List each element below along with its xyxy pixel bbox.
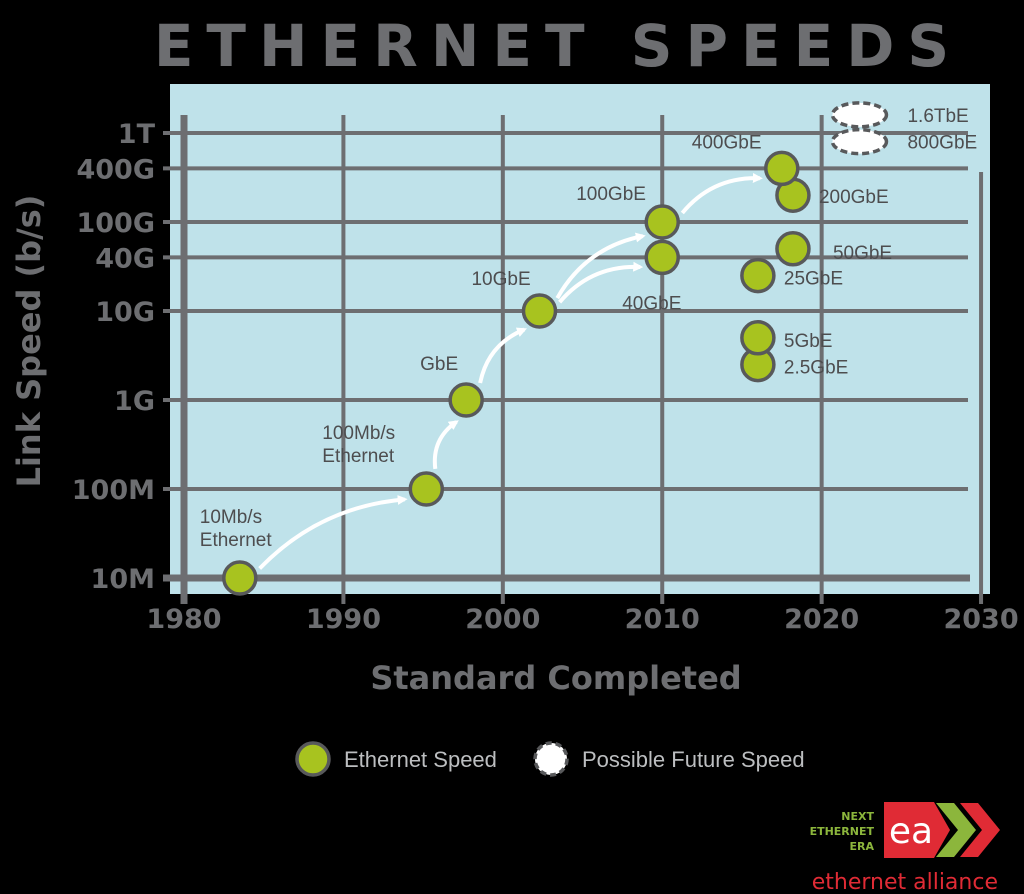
point-25gbe — [740, 257, 776, 294]
y-tick-label: 100G — [76, 208, 155, 239]
point-label: 2.5GbE — [784, 358, 848, 379]
point-label: 100Mb/s Ethernet — [322, 423, 395, 467]
point-label: 40GbE — [622, 293, 681, 314]
logo-ea-mark: ea — [889, 811, 933, 852]
y-tick-label: 1T — [118, 119, 156, 150]
point-label: 100GbE — [576, 184, 646, 205]
point-40gbe — [644, 239, 680, 276]
data-points — [222, 101, 889, 596]
legend-label-possible-future-speed: Possible Future Speed — [582, 747, 805, 772]
x-axis-ticks: 1980 1990 2000 2010 2020 2030 — [146, 604, 1018, 635]
point-label: 5GbE — [784, 331, 833, 352]
point-100gbe — [644, 204, 680, 240]
point-label: 25GbE — [784, 269, 843, 290]
progression-arrows — [258, 172, 763, 570]
progression-arrow — [478, 327, 527, 384]
y-tick-label: 10G — [95, 297, 155, 328]
x-tick-label: 2010 — [625, 604, 700, 635]
legend-label-ethernet-speed: Ethernet Speed — [344, 747, 497, 772]
point-50gbe — [775, 231, 811, 267]
point-label: 10Mb/s Ethernet — [200, 507, 273, 551]
point-label: 200GbE — [819, 187, 889, 208]
progression-arrow — [680, 172, 763, 215]
point-label: 50GbE — [833, 243, 892, 264]
y-tick-label: 100M — [72, 475, 155, 506]
progression-arrow — [258, 494, 408, 570]
logo-ethernet-text: ETHERNET — [810, 825, 875, 838]
logo-era-text: ERA — [850, 840, 875, 853]
point-5gbe — [740, 320, 776, 356]
point-10gbe — [521, 293, 558, 329]
progression-arrow — [432, 420, 459, 470]
progression-arrow — [555, 232, 646, 300]
plot-area — [170, 84, 990, 594]
legend: Ethernet Speed Possible Future Speed — [295, 741, 805, 777]
logo-ethernet-alliance-text: ethernet alliance — [812, 870, 998, 894]
x-tick-label: 2020 — [784, 604, 859, 635]
point-label: 1.6TbE — [907, 106, 968, 127]
point-100mb-s-ethernet — [408, 471, 445, 507]
point-labels: 10Mb/s Ethernet 100Mb/s Ethernet GbE 10GbE 40G… — [200, 106, 977, 551]
point-10mb-s-ethernet — [222, 560, 258, 596]
chart-title: ETHERNET SPEEDS — [154, 12, 962, 80]
y-tick-label: 10M — [91, 564, 155, 595]
x-axis-title: Standard Completed — [370, 659, 741, 697]
logo-ea-badge-icon — [884, 802, 950, 858]
legend-marker-possible-future-speed — [533, 741, 569, 777]
y-axis-ticks: 10M 100M 1G 10G 40G 100G 400G 1T — [72, 119, 156, 595]
y-tick-label: 1G — [114, 386, 155, 417]
point-label: 400GbE — [692, 132, 762, 153]
logo-chevron-red-icon — [960, 803, 1000, 857]
x-tick-label: 1980 — [146, 604, 221, 635]
ethernet-alliance-logo: NEXT ETHERNET ERA ea ethernet alliance — [810, 802, 1000, 894]
point-label: 10GbE — [471, 269, 530, 290]
y-tick-label: 40G — [95, 243, 155, 274]
point-gbe — [448, 382, 484, 418]
point-label: GbE — [420, 354, 458, 375]
x-tick-label: 2030 — [943, 604, 1018, 635]
point-label: 800GbE — [907, 133, 977, 154]
legend-marker-ethernet-speed — [295, 741, 331, 777]
logo-next-text: NEXT — [841, 810, 874, 823]
x-tick-label: 2000 — [465, 604, 540, 635]
y-axis-title: Link Speed (b/s) — [10, 195, 48, 488]
y-tick-label: 400G — [76, 154, 155, 185]
point-400gbe — [764, 150, 800, 187]
future-point-800gbe — [830, 127, 889, 156]
x-tick-label: 1990 — [306, 604, 381, 635]
logo-chevron-green-icon — [936, 803, 976, 857]
future-point-1-6tbe — [830, 101, 889, 129]
grid-lines — [163, 115, 984, 604]
progression-arrow — [558, 261, 644, 304]
